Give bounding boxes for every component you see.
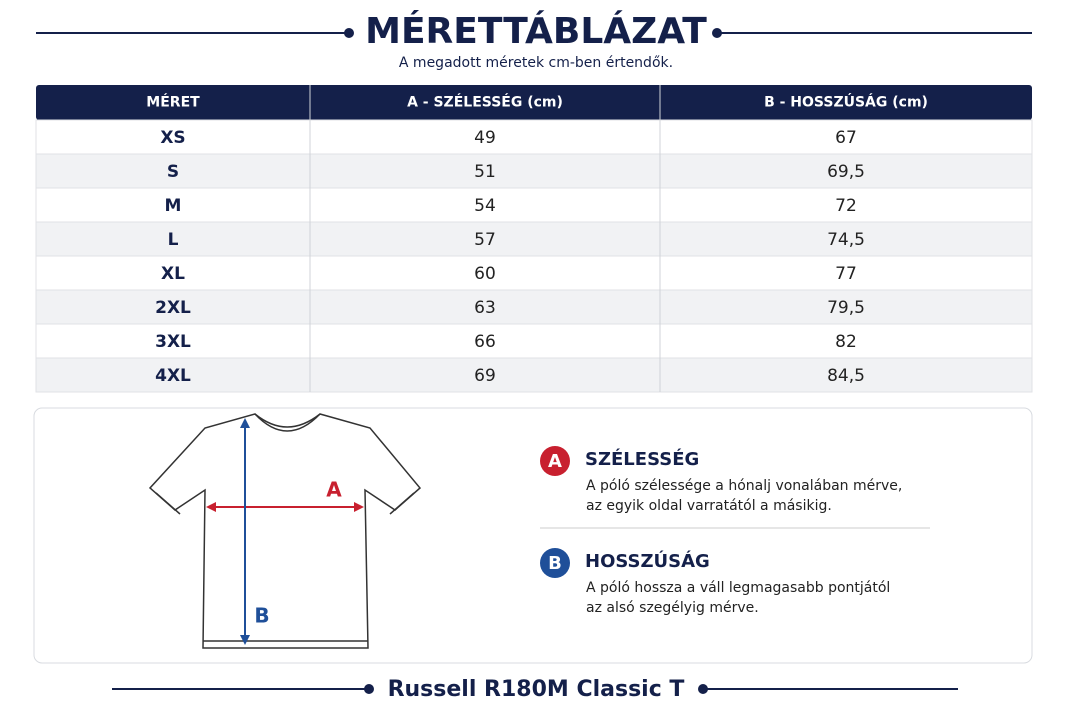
table-row — [35, 221, 1033, 257]
legend-text: A póló szélessége a hónalj vonalában mér… — [586, 478, 902, 494]
product-name: Russell R180M Classic T — [388, 677, 685, 702]
size-cell: 3XL — [155, 332, 191, 352]
table-row — [35, 187, 1033, 223]
legend-text: az alsó szegélyig mérve. — [586, 600, 759, 616]
arrow-a — [206, 502, 364, 512]
size-cell: XS — [160, 128, 185, 148]
cell: 69,5 — [827, 162, 865, 182]
cell: 74,5 — [827, 230, 865, 250]
column-header: A - SZÉLESSÉG (cm) — [407, 94, 563, 111]
size-table: MÉRET A - SZÉLESSÉG (cm) B - HOSSZÚSÁG (cm… — [35, 85, 1033, 393]
cell: 49 — [474, 128, 496, 148]
legend-title: SZÉLESSÉG — [585, 448, 699, 470]
cell: 60 — [474, 264, 496, 284]
column-header: MÉRET — [146, 94, 200, 111]
cell: 69 — [474, 366, 496, 386]
cell: 57 — [474, 230, 496, 250]
table-header — [36, 85, 1032, 120]
diagram-panel — [33, 407, 1033, 664]
cell: 66 — [474, 332, 496, 352]
arrow-label-a: A — [326, 478, 342, 502]
size-cell: M — [165, 196, 182, 216]
cell: 77 — [835, 264, 857, 284]
cell: 51 — [474, 162, 496, 182]
cell: 84,5 — [827, 366, 865, 386]
legend-badge — [540, 548, 570, 578]
cell: 72 — [835, 196, 857, 216]
cell: 54 — [474, 196, 496, 216]
title: MÉRETTÁBLÁZAT — [365, 10, 707, 52]
table-row — [35, 153, 1033, 189]
size-cell: 2XL — [155, 298, 191, 318]
table-row — [35, 323, 1033, 359]
cell: 67 — [835, 128, 857, 148]
arrow-b — [240, 418, 250, 645]
cell: 79,5 — [827, 298, 865, 318]
subtitle: A megadott méretek cm-ben értendők. — [399, 55, 673, 71]
tshirt — [148, 413, 422, 649]
size-cell: S — [167, 162, 179, 182]
table-row — [35, 119, 1033, 155]
size-cell: 4XL — [155, 366, 191, 386]
footer-rule — [112, 684, 958, 694]
arrow-label-b: B — [254, 604, 269, 628]
table-row — [35, 357, 1033, 393]
column-header: B - HOSSZÚSÁG (cm) — [764, 93, 928, 111]
badge-letter: B — [548, 553, 562, 574]
size-cell: L — [168, 230, 179, 250]
badge-letter: A — [548, 451, 562, 472]
size-cell: XL — [161, 264, 185, 284]
cell: 63 — [474, 298, 496, 318]
header-rule — [36, 28, 1032, 38]
cell: 82 — [835, 332, 857, 352]
legend-text: A póló hossza a váll legmagasabb pontját… — [586, 580, 890, 596]
legend-title: HOSSZÚSÁG — [585, 550, 710, 572]
legend: A SZÉLESSÉG A póló szélessége a hónalj von… — [540, 446, 902, 616]
legend-text: az egyik oldal varratától a másikig. — [586, 498, 832, 514]
legend-badge — [540, 446, 570, 476]
table-row — [35, 289, 1033, 325]
table-row — [35, 255, 1033, 291]
